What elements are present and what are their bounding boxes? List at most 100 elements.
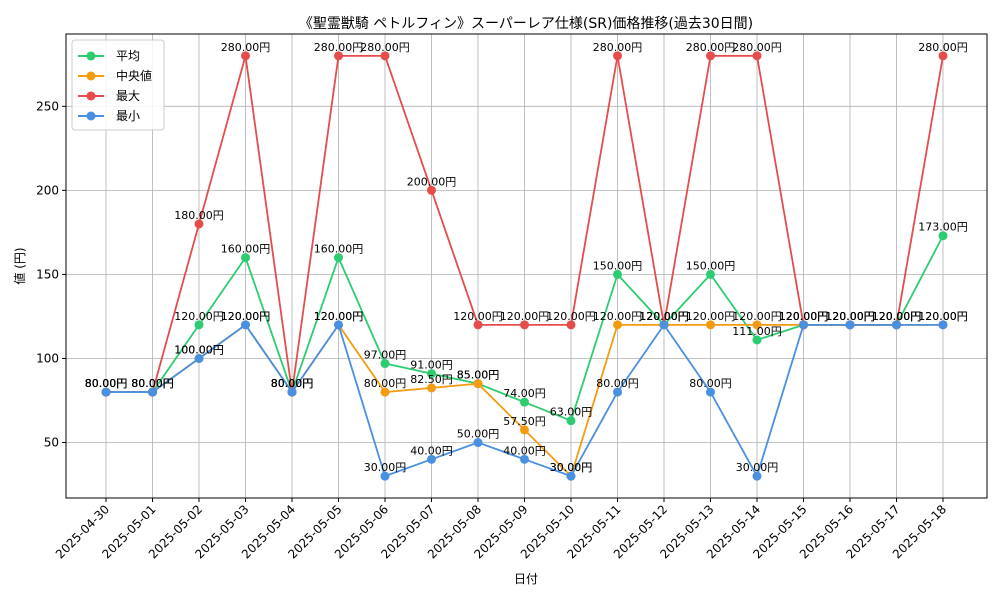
data-label: 80.00円 (131, 377, 174, 390)
y-tick-label: 100 (36, 351, 59, 365)
data-label: 80.00円 (271, 377, 314, 390)
data-label: 40.00円 (503, 444, 546, 457)
data-label: 280.00円 (732, 41, 782, 54)
chart-title: 《聖霊獣騎 ペトルフィン》スーパーレア仕様(SR)価格推移(過去30日間) (299, 16, 753, 32)
data-point (427, 185, 436, 195)
data-point (706, 320, 715, 330)
data-point (194, 320, 204, 330)
data-labels: 80.00円 80.00円120.00円160.00円80.00円160.00円9… (85, 41, 968, 474)
data-point (473, 438, 483, 448)
data-label: 120.00円 (314, 310, 364, 323)
data-label: 120.00円 (825, 310, 875, 323)
data-label: 30.00円 (736, 461, 779, 474)
legend-label: 最小 (116, 109, 140, 123)
data-label: 120.00円 (779, 310, 829, 323)
data-label: 82.50円 (410, 373, 453, 386)
data-label: 180.00円 (174, 209, 224, 222)
legend-marker (86, 111, 96, 121)
data-label: 80.00円 (271, 377, 314, 390)
data-label: 150.00円 (686, 259, 736, 272)
y-tick-label: 200 (36, 183, 59, 197)
data-label: 100.00円 (174, 343, 224, 356)
legend-box (71, 39, 165, 131)
data-label: 120.00円 (639, 310, 689, 323)
legend-marker (86, 51, 96, 61)
data-point (520, 397, 529, 407)
data-label: 120.00円 (221, 310, 271, 323)
data-label: 120.00円 (639, 310, 689, 323)
data-point (613, 387, 622, 397)
data-point (427, 369, 436, 379)
data-label: 80.00円 (596, 377, 639, 390)
legend-marker (86, 71, 96, 81)
data-label: 80.00円 (85, 377, 128, 390)
data-point (101, 387, 111, 397)
data-label: 80.00円 (131, 377, 174, 390)
data-label: 120.00円 (872, 310, 922, 323)
data-label: 97.00円 (364, 349, 407, 362)
data-label: 85.00円 (457, 369, 500, 382)
data-point (473, 379, 483, 389)
data-point (194, 219, 204, 229)
data-point (752, 320, 762, 330)
data-point (938, 231, 948, 241)
data-label: 91.00円 (410, 359, 453, 372)
data-point (752, 471, 762, 481)
data-point (613, 51, 622, 61)
data-label: 120.00円 (825, 310, 875, 323)
data-label: 80.00円 (689, 377, 732, 390)
data-point (706, 51, 715, 61)
data-point (520, 454, 529, 464)
data-label: 57.50円 (503, 415, 546, 428)
data-point (706, 269, 715, 279)
data-point (473, 320, 483, 330)
data-point (752, 51, 762, 61)
data-point (380, 359, 390, 369)
data-point (334, 51, 343, 61)
data-label: 120.00円 (686, 310, 736, 323)
data-label: 111.00円 (732, 325, 782, 338)
series-layer (101, 51, 948, 481)
data-label: 85.00円 (457, 369, 500, 382)
data-label: 100.00円 (174, 343, 224, 356)
data-label: 120.00円 (546, 310, 596, 323)
data-label: 120.00円 (825, 310, 875, 323)
y-axis-title: 値 (円) (12, 247, 27, 284)
data-point (241, 51, 250, 61)
data-label: 120.00円 (639, 310, 689, 323)
plot-frame (65, 33, 988, 499)
y-tick-label: 150 (36, 267, 59, 281)
data-point (427, 383, 436, 393)
data-point (241, 253, 250, 263)
data-label: 160.00円 (314, 243, 364, 256)
data-label: 120.00円 (872, 310, 922, 323)
data-label: 80.00円 (85, 377, 128, 390)
data-label: 80.00円 (85, 377, 128, 390)
data-point (334, 253, 343, 263)
data-label: 120.00円 (825, 310, 875, 323)
data-label: 120.00円 (918, 310, 968, 323)
data-label: 120.00円 (174, 310, 224, 323)
data-label: 40.00円 (410, 444, 453, 457)
data-label: 150.00円 (593, 259, 643, 272)
data-label: 120.00円 (779, 310, 829, 323)
data-label: 50.00円 (457, 428, 500, 441)
legend-marker (86, 91, 96, 101)
legend-label: 最大 (116, 89, 140, 103)
x-axis-title: 日付 (514, 572, 538, 586)
data-point (566, 416, 576, 426)
data-point (380, 51, 390, 61)
data-point (520, 320, 529, 330)
data-label: 173.00円 (918, 221, 968, 234)
data-label: 80.00円 (131, 377, 174, 390)
data-label: 120.00円 (314, 310, 364, 323)
data-point (380, 471, 390, 481)
x-axis-ticks: 2025-04-302025-05-012025-05-022025-05-03… (53, 498, 949, 561)
data-label: 120.00円 (500, 310, 550, 323)
y-tick-label: 50 (44, 436, 59, 450)
data-point (892, 320, 901, 330)
data-label: 80.00円 (131, 377, 174, 390)
data-point (566, 320, 576, 330)
